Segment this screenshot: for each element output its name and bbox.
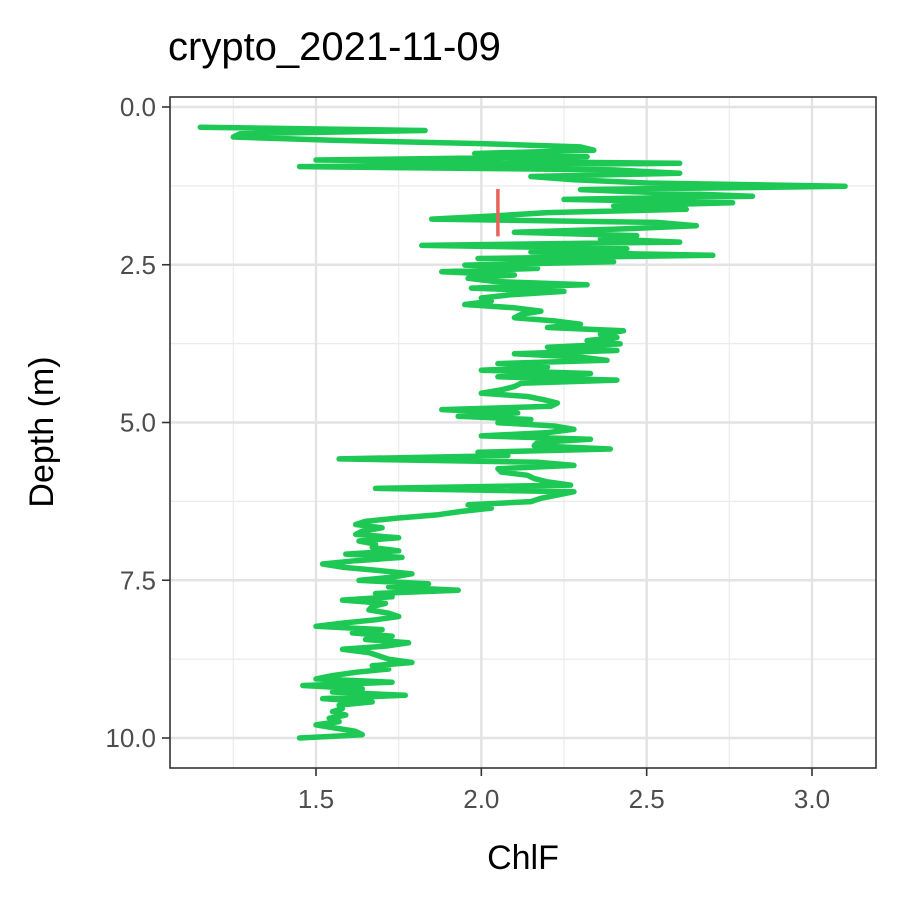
series-layer	[197, 124, 848, 741]
x-tick-label: 3.0	[794, 784, 830, 814]
y-tick-label: 5.0	[120, 408, 156, 438]
x-tick-label: 2.5	[629, 784, 665, 814]
y-tick-label: 10.0	[105, 723, 156, 753]
plot-border	[169, 96, 877, 769]
y-tick-label: 7.5	[120, 565, 156, 595]
y-tick-label: 0.0	[120, 92, 156, 122]
x-axis: 1.5 2.0 2.5 3.0	[298, 768, 830, 814]
y-tick-label: 2.5	[120, 250, 156, 280]
y-axis-title: Depth (m)	[23, 356, 61, 507]
chart-title: crypto_2021-11-09	[168, 25, 501, 69]
x-axis-title: ChlF	[487, 839, 559, 877]
x-tick-label: 1.5	[298, 784, 334, 814]
series-line-green	[197, 124, 848, 741]
y-axis: 0.0 2.5 5.0 7.5 10.0	[105, 92, 170, 753]
x-tick-label: 2.0	[463, 784, 499, 814]
